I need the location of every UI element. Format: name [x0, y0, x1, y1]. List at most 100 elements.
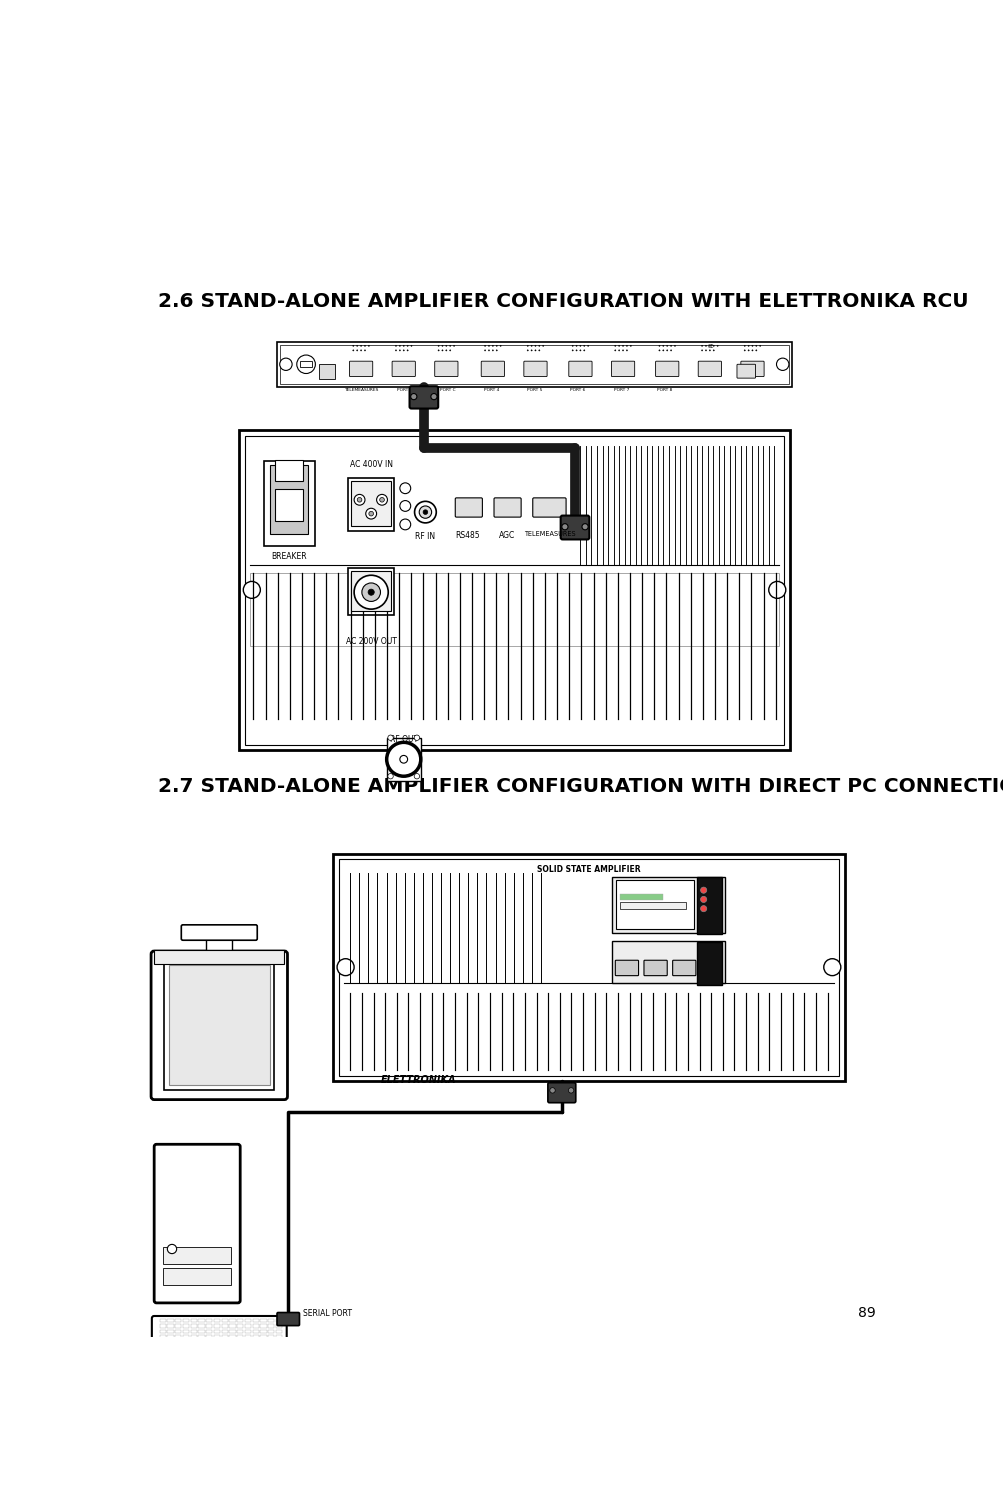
FancyBboxPatch shape — [672, 960, 695, 976]
Bar — [206, 1325, 212, 1328]
Circle shape — [354, 494, 365, 505]
Bar — [162, 1248, 231, 1265]
Circle shape — [410, 394, 416, 400]
Bar — [245, 1325, 251, 1328]
Circle shape — [243, 581, 260, 598]
Text: 2.6 STAND-ALONE AMPLIFIER CONFIGURATION WITH ELETTRONIKA RCU: 2.6 STAND-ALONE AMPLIFIER CONFIGURATION … — [157, 293, 968, 311]
Circle shape — [414, 774, 419, 780]
Text: PORT 5: PORT 5 — [527, 388, 542, 392]
Bar — [168, 1329, 174, 1332]
Bar — [175, 1319, 182, 1322]
Bar — [159, 1325, 165, 1328]
Bar — [612, 877, 724, 933]
Bar — [253, 1329, 259, 1332]
Bar — [206, 1335, 212, 1338]
Text: PORT B: PORT B — [396, 388, 412, 392]
Bar — [168, 1319, 174, 1322]
Circle shape — [562, 524, 568, 530]
Text: PORT 8: PORT 8 — [657, 388, 672, 392]
Bar — [264, 461, 314, 547]
FancyBboxPatch shape — [150, 951, 287, 1099]
Bar — [245, 436, 783, 745]
Circle shape — [768, 581, 785, 598]
Bar — [697, 942, 721, 985]
Bar — [237, 1325, 243, 1328]
FancyBboxPatch shape — [736, 365, 755, 379]
Bar — [348, 478, 394, 530]
Bar — [612, 940, 724, 984]
FancyBboxPatch shape — [392, 360, 415, 377]
Text: 2.7 STAND-ALONE AMPLIFIER CONFIGURATION WITH DIRECT PC CONNECTION: 2.7 STAND-ALONE AMPLIFIER CONFIGURATION … — [157, 777, 1003, 796]
Bar — [351, 481, 391, 526]
Bar — [253, 1335, 259, 1338]
Text: PORT 4: PORT 4 — [483, 388, 498, 392]
Bar — [239, 431, 789, 749]
Text: PORT 6: PORT 6 — [570, 388, 585, 392]
Circle shape — [354, 575, 388, 610]
Bar — [154, 951, 284, 964]
Bar — [214, 1335, 220, 1338]
Bar — [237, 1335, 243, 1338]
FancyBboxPatch shape — [434, 360, 457, 377]
Bar — [237, 1319, 243, 1322]
FancyBboxPatch shape — [153, 1349, 192, 1394]
Bar — [175, 1335, 182, 1338]
Circle shape — [368, 511, 373, 517]
Bar — [214, 1329, 220, 1332]
Text: PORT 7: PORT 7 — [613, 388, 629, 392]
Bar — [276, 1325, 282, 1328]
Text: RS485: RS485 — [455, 530, 479, 539]
Bar — [229, 1335, 236, 1338]
Bar — [199, 1325, 205, 1328]
FancyBboxPatch shape — [277, 1313, 299, 1326]
Text: SERIAL PORT: SERIAL PORT — [303, 1310, 352, 1319]
Text: 89: 89 — [858, 1305, 875, 1320]
Circle shape — [168, 1244, 177, 1254]
Text: TELEMEASURES: TELEMEASURES — [344, 388, 378, 392]
Bar — [206, 1319, 212, 1322]
Bar — [619, 894, 662, 900]
Text: CE: CE — [707, 344, 713, 348]
FancyBboxPatch shape — [615, 960, 638, 976]
Circle shape — [422, 509, 427, 514]
Text: PORT C: PORT C — [439, 388, 455, 392]
Bar — [616, 880, 693, 930]
Bar — [222, 1319, 228, 1322]
Bar — [199, 1335, 205, 1338]
FancyBboxPatch shape — [154, 1145, 240, 1302]
Text: AC 200V OUT: AC 200V OUT — [345, 637, 396, 646]
Text: AGC: AGC — [498, 530, 515, 539]
Bar — [268, 1329, 274, 1332]
Bar — [253, 1325, 259, 1328]
Bar — [199, 1329, 205, 1332]
Bar — [619, 901, 685, 909]
Circle shape — [376, 494, 387, 505]
Circle shape — [775, 357, 788, 371]
Bar — [386, 737, 420, 781]
Circle shape — [399, 520, 410, 530]
FancyBboxPatch shape — [740, 360, 763, 377]
FancyBboxPatch shape — [533, 497, 566, 517]
Bar — [250, 572, 778, 646]
Circle shape — [357, 497, 361, 502]
Bar — [300, 360, 312, 368]
Bar — [276, 1329, 282, 1332]
Bar — [191, 1329, 197, 1332]
Bar — [270, 466, 307, 535]
Bar — [222, 1335, 228, 1338]
Text: AC 400V IN: AC 400V IN — [349, 460, 392, 469]
Bar — [245, 1319, 251, 1322]
Bar — [175, 1329, 182, 1332]
Bar — [319, 363, 334, 379]
Bar — [206, 1329, 212, 1332]
Bar — [229, 1325, 236, 1328]
Circle shape — [419, 506, 431, 518]
Circle shape — [387, 774, 393, 780]
Bar — [280, 345, 788, 383]
Bar — [277, 342, 791, 386]
Circle shape — [399, 500, 410, 511]
Bar — [268, 1325, 274, 1328]
Bar — [253, 1319, 259, 1322]
FancyBboxPatch shape — [548, 1083, 575, 1102]
Bar — [206, 933, 233, 951]
